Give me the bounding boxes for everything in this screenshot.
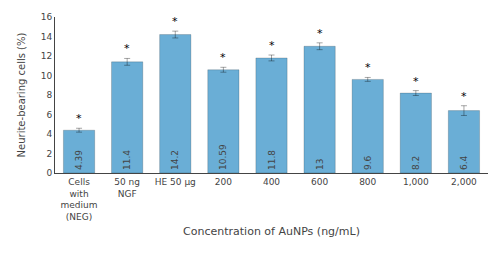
svg-text:*: * bbox=[317, 27, 323, 40]
svg-text:800: 800 bbox=[359, 177, 376, 187]
svg-text:10.59: 10.59 bbox=[218, 144, 228, 170]
svg-text:4: 4 bbox=[46, 129, 52, 139]
svg-text:11.8: 11.8 bbox=[267, 150, 277, 170]
svg-text:4.39: 4.39 bbox=[74, 150, 84, 170]
svg-text:2,000: 2,000 bbox=[451, 177, 477, 187]
svg-text:10: 10 bbox=[41, 71, 53, 81]
svg-text:1,000: 1,000 bbox=[403, 177, 429, 187]
svg-text:*: * bbox=[220, 51, 226, 64]
svg-text:12: 12 bbox=[41, 51, 52, 61]
svg-text:200: 200 bbox=[215, 177, 232, 187]
svg-text:6: 6 bbox=[46, 110, 52, 120]
svg-text:Cellswithmedium(NEG): Cellswithmedium(NEG) bbox=[61, 177, 98, 222]
svg-text:50 ngNGF: 50 ngNGF bbox=[114, 177, 140, 199]
svg-text:*: * bbox=[269, 39, 275, 52]
svg-text:*: * bbox=[76, 112, 82, 125]
svg-text:8: 8 bbox=[46, 90, 52, 100]
svg-text:Concentration of AuNPs (ng/mL): Concentration of AuNPs (ng/mL) bbox=[183, 225, 360, 238]
svg-text:9.6: 9.6 bbox=[363, 155, 373, 170]
svg-text:*: * bbox=[172, 15, 178, 28]
svg-text:0: 0 bbox=[46, 168, 52, 178]
svg-text:*: * bbox=[461, 90, 467, 103]
svg-text:14.2: 14.2 bbox=[170, 150, 180, 170]
svg-text:14: 14 bbox=[41, 32, 53, 42]
svg-text:16: 16 bbox=[41, 12, 53, 22]
svg-text:8.2: 8.2 bbox=[411, 156, 421, 170]
svg-text:*: * bbox=[124, 42, 130, 55]
svg-text:400: 400 bbox=[263, 177, 280, 187]
svg-text:*: * bbox=[413, 75, 419, 88]
svg-text:11.4: 11.4 bbox=[122, 150, 132, 170]
svg-text:HE 50 μg: HE 50 μg bbox=[155, 177, 196, 187]
svg-text:6.4: 6.4 bbox=[459, 155, 469, 170]
svg-text:Neurite-bearing cells (%): Neurite-bearing cells (%) bbox=[16, 32, 27, 157]
svg-text:13: 13 bbox=[315, 159, 325, 170]
svg-text:*: * bbox=[365, 61, 371, 74]
svg-text:2: 2 bbox=[46, 149, 52, 159]
svg-text:600: 600 bbox=[311, 177, 328, 187]
